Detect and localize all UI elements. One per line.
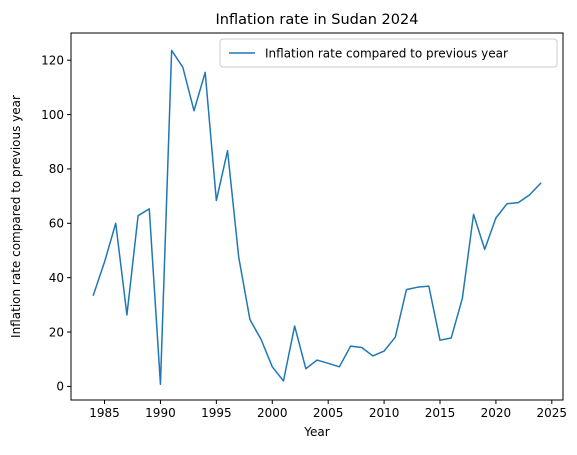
y-tick-label: 120	[41, 53, 64, 67]
legend-box	[219, 38, 558, 68]
x-tick-label: 2025	[537, 406, 568, 420]
x-tick-label: 1985	[89, 406, 120, 420]
x-tick-label: 2005	[313, 406, 344, 420]
x-axis-label: Year	[303, 425, 329, 439]
x-tick-label: 2000	[257, 406, 288, 420]
y-tick-label: 60	[49, 217, 64, 231]
chart-title: Inflation rate in Sudan 2024	[216, 12, 419, 28]
x-axis: 1985 1990 1995 2000 2005 2010 2015 2020 2025	[89, 400, 567, 420]
plot-frame	[70, 32, 564, 401]
y-tick-label: 20	[49, 325, 64, 339]
y-tick-label: 80	[49, 162, 64, 176]
legend: Inflation rate compared to previous year	[219, 38, 558, 68]
y-axis-label: Inflation rate compared to previous year	[9, 95, 23, 338]
y-tick-label: 100	[41, 108, 64, 122]
legend-entry-label: Inflation rate compared to previous year	[265, 46, 508, 60]
series-line-0	[92, 49, 542, 385]
y-axis: 0 20 40 60 80 100 120	[41, 53, 71, 394]
x-tick-label: 2020	[481, 406, 512, 420]
x-tick-label: 2010	[369, 406, 400, 420]
y-tick-label: 0	[56, 380, 64, 394]
plot-area	[70, 32, 564, 401]
x-tick-label: 1990	[145, 406, 176, 420]
x-tick-label: 2015	[425, 406, 456, 420]
x-tick-label: 1995	[201, 406, 232, 420]
y-tick-label: 40	[49, 271, 64, 285]
